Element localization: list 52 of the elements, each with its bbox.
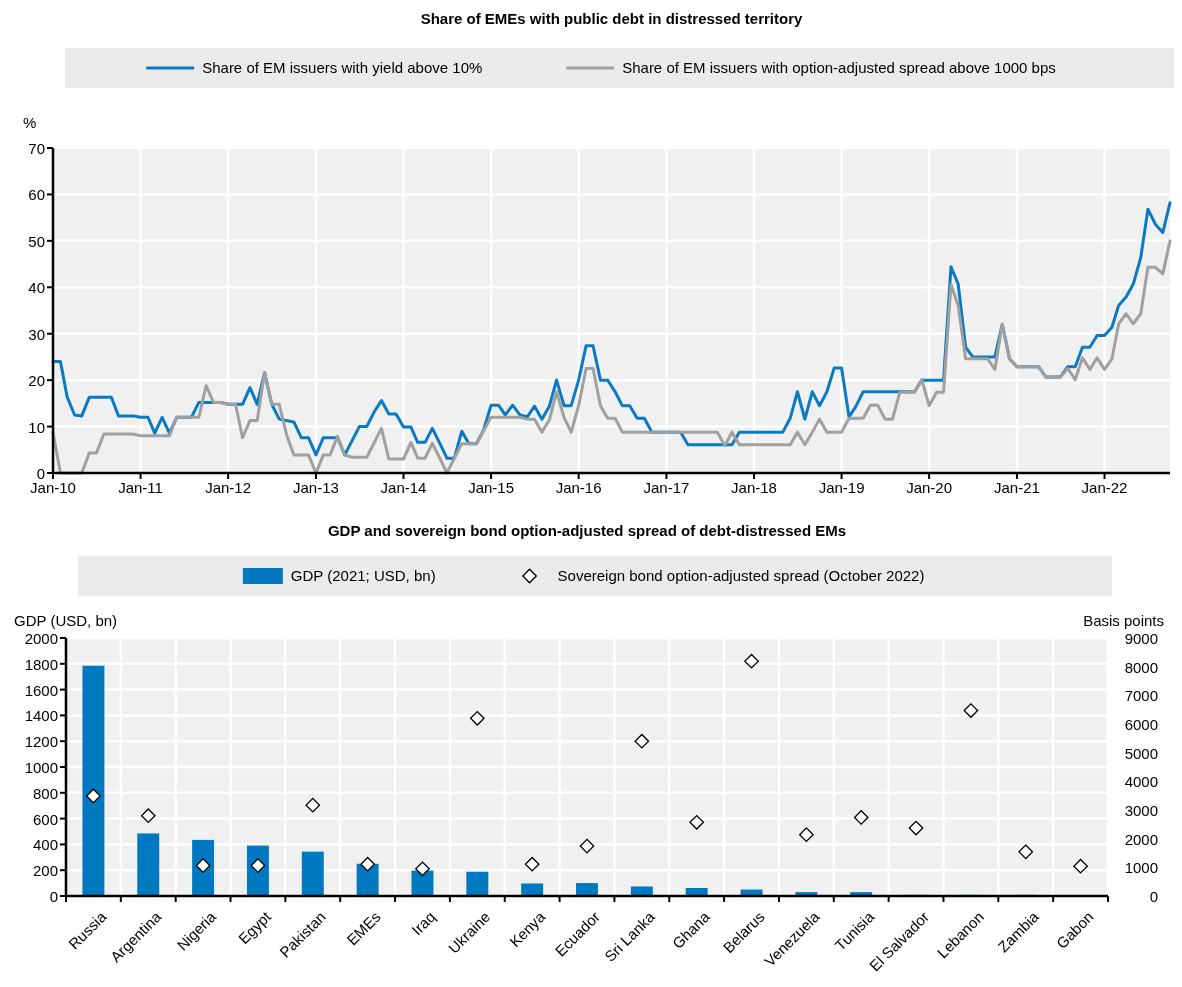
x-tick-label: Jan-18 [731, 479, 777, 496]
y-tick-label: 200 [32, 862, 58, 880]
y2-tick-label: 2000 [1124, 830, 1158, 848]
chart-title: Share of EMEs with public debt in distressed territory [420, 10, 804, 27]
x-tick-label: Jan-22 [1081, 479, 1128, 496]
legend-label: Share of EM issuers with yield above 10% [202, 59, 483, 76]
x-tick-label: Jan-10 [30, 479, 76, 496]
y2-tick-label: 8000 [1124, 658, 1158, 676]
y2-tick-label: 1000 [1124, 859, 1158, 877]
legend-label: Sovereign bond option-adjusted spread (October 2022) [557, 567, 925, 584]
y-tick-label: 1800 [24, 655, 58, 673]
y2-axis-title: Basis points [1083, 612, 1164, 629]
y2-tick-label: 5000 [1124, 744, 1158, 762]
x-tick-label: Jan-17 [643, 479, 690, 496]
x-tick-label: Jan-11 [118, 479, 163, 496]
x-tick-label: Jan-15 [468, 479, 514, 496]
x-tick-label: Iraq [408, 908, 439, 939]
y-tick-label: 800 [32, 784, 58, 802]
y-tick-label: 0 [36, 465, 45, 482]
x-tick-label: Jan-16 [555, 479, 602, 496]
y-tick-label: 50 [28, 232, 45, 250]
y2-tick-label: 7000 [1124, 687, 1158, 705]
y-tick-label: 40 [28, 279, 45, 297]
x-tick-label: Jan-13 [293, 479, 339, 496]
y-tick-label: 20 [28, 372, 45, 390]
y-tick-label: 60 [28, 186, 45, 204]
y-tick-label: 2000 [24, 630, 58, 647]
y-tick-label: 1400 [24, 707, 58, 725]
y-tick-label: 70 [28, 140, 45, 157]
y2-tick-label: 6000 [1124, 716, 1158, 733]
y-tick-label: 1000 [24, 759, 58, 776]
y-axis-title: GDP (USD, bn) [14, 612, 118, 629]
legend-label: Share of EM issuers with option-adjusted spread above 1000 bps [622, 59, 1056, 76]
chart-title: GDP and sovereign bond option-adjusted spread of debt-distressed EMs [327, 522, 847, 539]
y-tick-label: 0 [49, 888, 58, 905]
y-tick-label: 400 [32, 836, 58, 854]
y-tick-label: 600 [32, 810, 58, 828]
legend-label: GDP (2021; USD, bn) [290, 567, 436, 584]
x-tick-label: Jan-20 [906, 479, 953, 496]
y-tick-label: 30 [28, 325, 45, 343]
y-axis-title: % [23, 114, 37, 131]
y-tick-label: 1200 [24, 733, 58, 751]
x-tick-label: Jan-21 [994, 479, 1040, 496]
x-tick-label: Jan-14 [380, 479, 427, 496]
y2-tick-label: 0 [1149, 888, 1158, 905]
y-tick-label: 10 [28, 418, 45, 436]
y2-tick-label: 4000 [1124, 773, 1158, 791]
y-tick-label: 1600 [24, 681, 58, 699]
y2-tick-label: 9000 [1124, 630, 1158, 647]
y2-tick-label: 3000 [1124, 802, 1158, 819]
x-tick-label: Jan-19 [818, 479, 865, 496]
x-tick-label: Jan-12 [205, 479, 252, 496]
